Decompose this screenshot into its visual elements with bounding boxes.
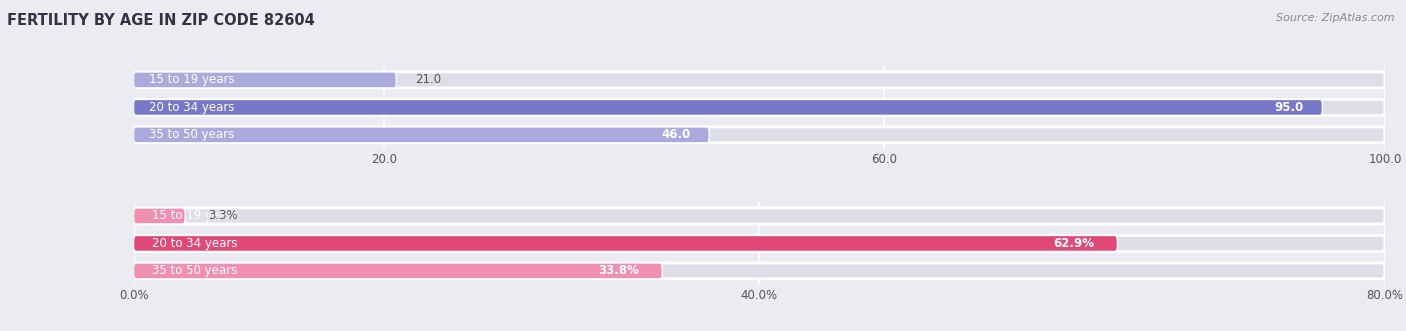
Text: Source: ZipAtlas.com: Source: ZipAtlas.com: [1277, 13, 1395, 23]
FancyBboxPatch shape: [134, 263, 662, 279]
FancyBboxPatch shape: [134, 208, 1385, 224]
Text: 35 to 50 years: 35 to 50 years: [152, 264, 238, 277]
FancyBboxPatch shape: [134, 235, 1385, 252]
Text: FERTILITY BY AGE IN ZIP CODE 82604: FERTILITY BY AGE IN ZIP CODE 82604: [7, 13, 315, 28]
Text: 33.8%: 33.8%: [598, 264, 638, 277]
Text: 15 to 19 years: 15 to 19 years: [149, 73, 235, 86]
FancyBboxPatch shape: [134, 235, 1118, 252]
Text: 3.3%: 3.3%: [208, 210, 238, 222]
FancyBboxPatch shape: [134, 127, 709, 143]
Text: 20 to 34 years: 20 to 34 years: [152, 237, 238, 250]
FancyBboxPatch shape: [134, 99, 1323, 116]
Text: 20 to 34 years: 20 to 34 years: [149, 101, 233, 114]
Text: 46.0: 46.0: [661, 128, 690, 141]
Text: 15 to 19 years: 15 to 19 years: [152, 210, 238, 222]
FancyBboxPatch shape: [134, 72, 396, 88]
Text: 95.0: 95.0: [1274, 101, 1303, 114]
Text: 62.9%: 62.9%: [1053, 237, 1094, 250]
Text: 35 to 50 years: 35 to 50 years: [149, 128, 233, 141]
FancyBboxPatch shape: [134, 99, 1385, 116]
FancyBboxPatch shape: [134, 72, 1385, 88]
FancyBboxPatch shape: [134, 208, 186, 224]
Text: 21.0: 21.0: [415, 73, 441, 86]
FancyBboxPatch shape: [134, 263, 1385, 279]
FancyBboxPatch shape: [134, 127, 1385, 143]
